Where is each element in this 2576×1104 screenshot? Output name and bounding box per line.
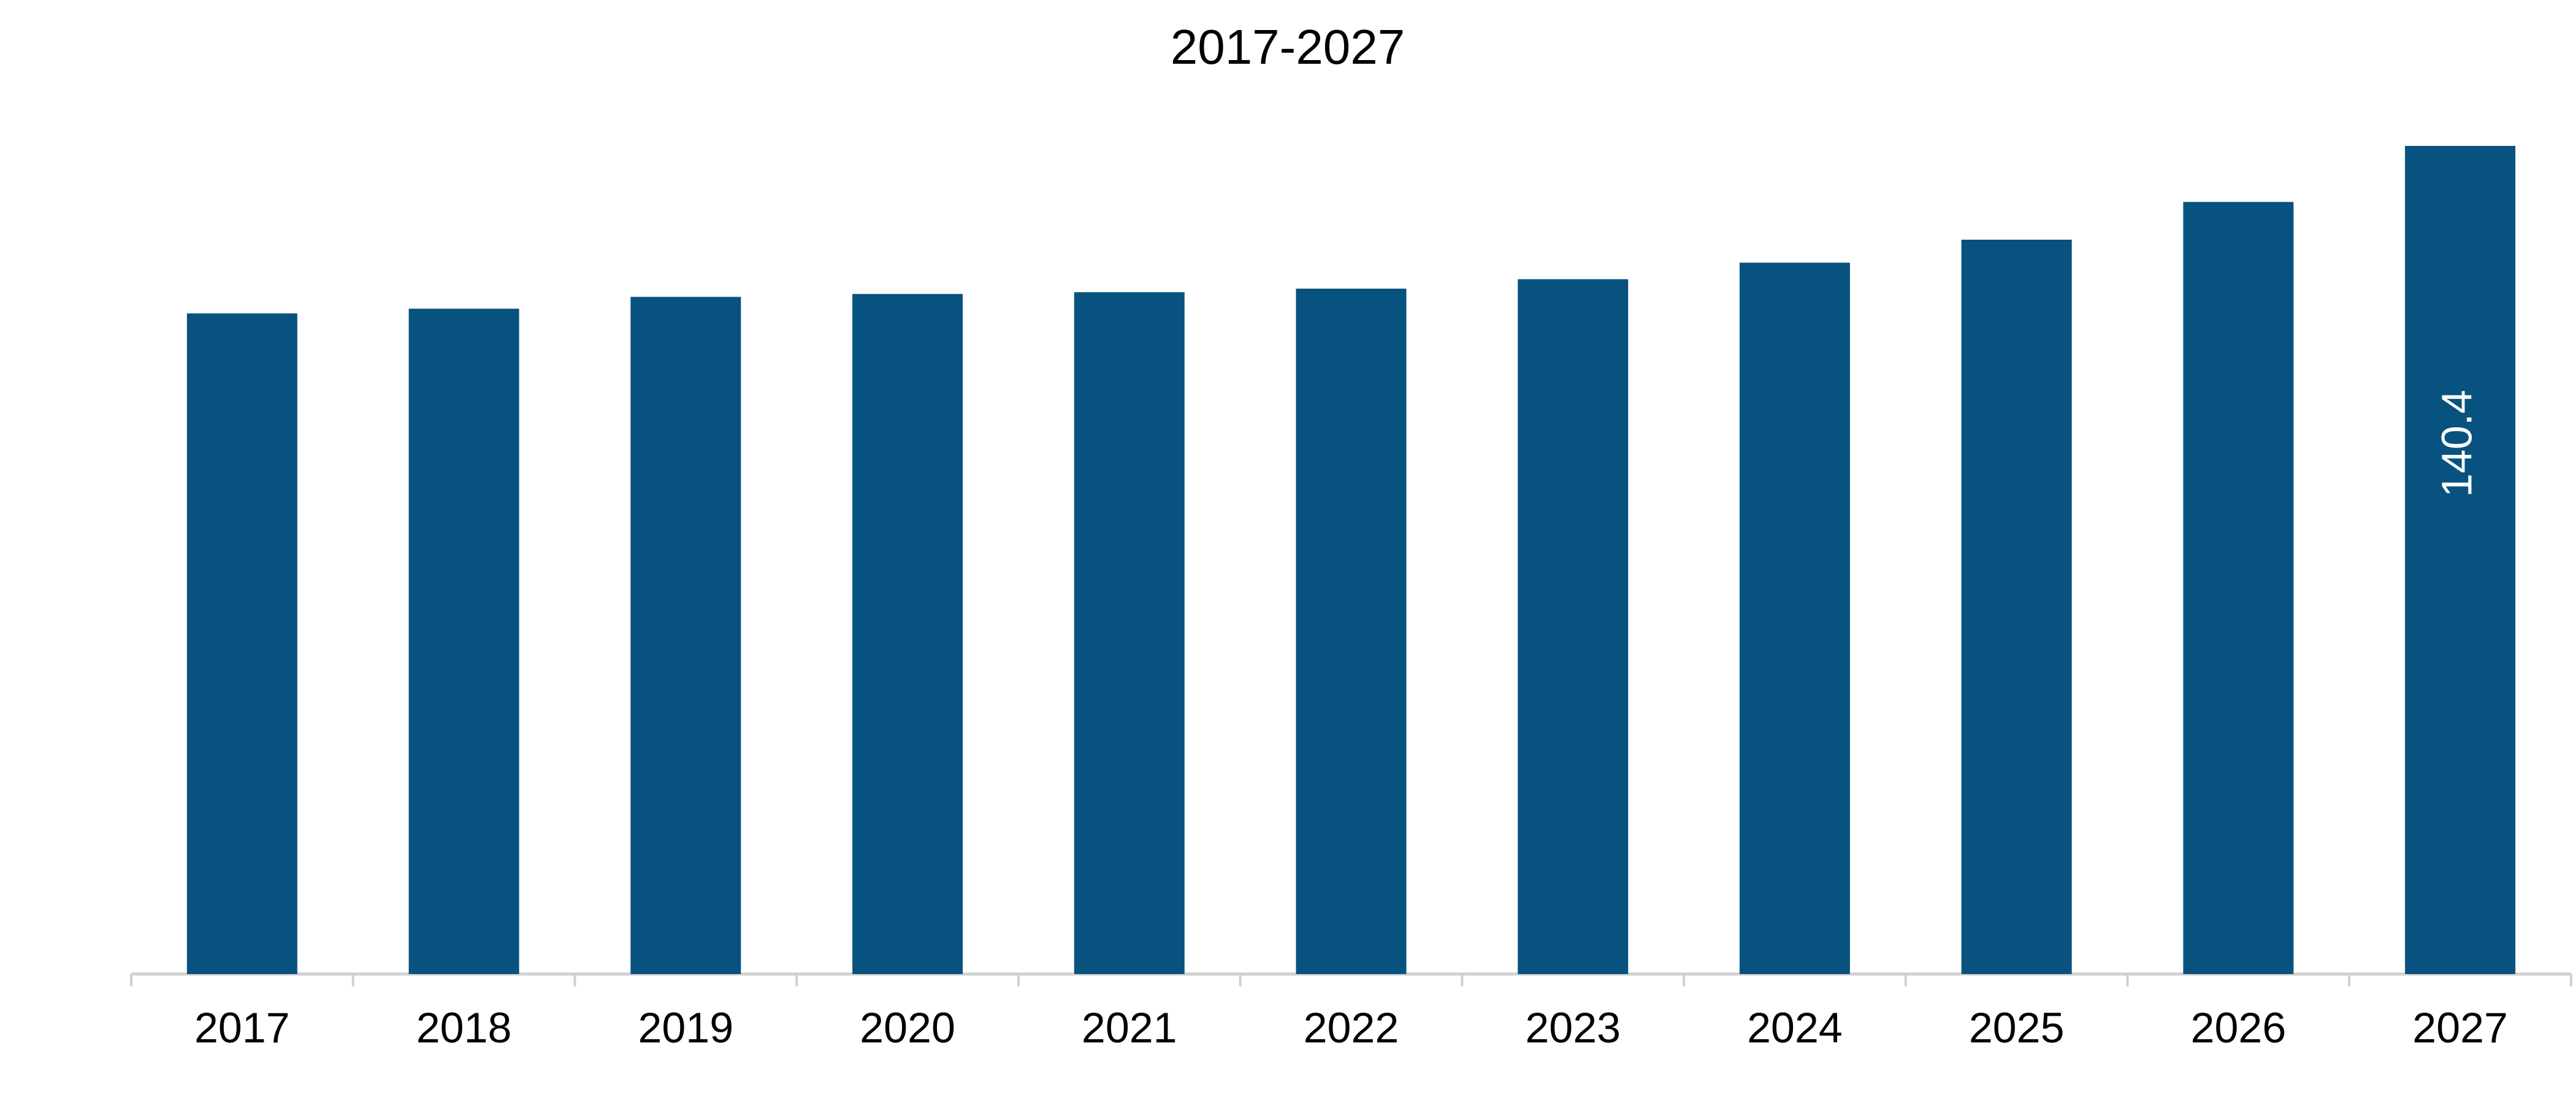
x-tick-label: 2017 xyxy=(194,1003,290,1051)
x-tick-label: 2018 xyxy=(416,1003,512,1051)
x-tick-label: 2025 xyxy=(1969,1003,2065,1051)
bar xyxy=(408,308,519,975)
x-tick-label: 2021 xyxy=(1082,1003,1177,1051)
bar xyxy=(1739,262,1850,974)
x-tick-label: 2024 xyxy=(1747,1003,1843,1051)
x-tick-label: 2022 xyxy=(1304,1003,1399,1051)
x-tick-label: 2023 xyxy=(1525,1003,1621,1051)
x-tick-label: 2020 xyxy=(860,1003,955,1051)
bar xyxy=(1961,239,2072,975)
bar xyxy=(852,294,963,975)
bar xyxy=(1296,288,1407,974)
x-tick-label: 2026 xyxy=(2191,1003,2287,1051)
bar xyxy=(1518,279,1629,975)
bar xyxy=(2183,202,2294,974)
value-label: 140.4 xyxy=(2433,390,2481,497)
bar xyxy=(186,313,297,975)
x-tick-label: 2019 xyxy=(638,1003,733,1051)
bar xyxy=(2405,146,2516,974)
x-tick-label: 2027 xyxy=(2412,1003,2508,1051)
chart-title: 2017-2027 xyxy=(1171,20,1405,74)
bar xyxy=(630,297,741,974)
bar xyxy=(1074,292,1185,974)
